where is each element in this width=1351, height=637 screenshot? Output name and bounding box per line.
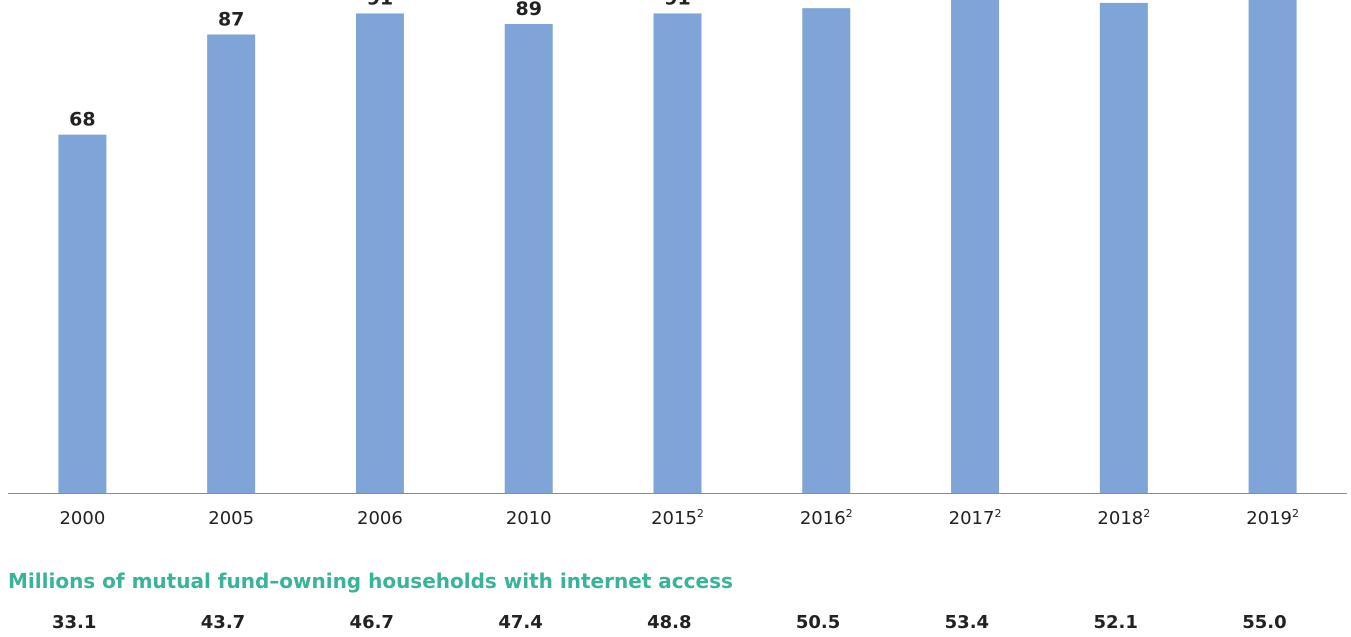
households-section-title: Millions of mutual fund–owning household… <box>8 569 733 593</box>
x-tick-label: 20162 <box>800 507 853 529</box>
footnote-marker: 2 <box>846 507 853 520</box>
bar-value-label: 68 <box>69 109 95 131</box>
x-tick-label: 2010 <box>506 508 552 529</box>
households-value: 55.0 <box>1242 612 1287 633</box>
households-value: 53.4 <box>944 612 990 633</box>
footnote-marker: 2 <box>697 507 704 520</box>
bar-2015 <box>653 13 702 494</box>
households-value: 50.5 <box>795 612 841 633</box>
footnote-marker: 2 <box>1143 507 1150 520</box>
x-tick-label: 20172 <box>949 507 1002 529</box>
households-values-row: 33.1 43.7 46.7 47.4 48.8 50.5 53.4 52.1 55.0 <box>0 612 1351 636</box>
x-tick-labels-group: 2000 2005 2006 2010 20152 20162 20172 20182 2019… <box>59 507 1299 529</box>
bar-value-label: 89 <box>515 0 541 20</box>
x-tick-label: 2005 <box>208 508 254 529</box>
bar-value-label: 87 <box>218 9 244 31</box>
x-tick-label: 20182 <box>1097 507 1150 529</box>
households-value: 43.7 <box>200 612 246 633</box>
bar-value-label: 91 <box>367 0 393 9</box>
x-tick-label: 20152 <box>651 507 704 529</box>
bars-group <box>58 0 1297 494</box>
x-tick-label: 2000 <box>59 508 105 529</box>
bar-2010 <box>504 23 553 493</box>
x-tick-label: 2006 <box>357 508 403 529</box>
bar-2017 <box>951 0 1000 493</box>
households-value: 52.1 <box>1093 612 1138 633</box>
footnote-marker: 2 <box>1292 507 1299 520</box>
households-value: 48.8 <box>647 612 692 633</box>
bar-value-label: 92 <box>813 0 839 4</box>
bar-2006 <box>355 13 404 494</box>
bar-chart: 688791899192959394 200020052006201020152… <box>8 0 1347 529</box>
bar-2005 <box>207 34 256 493</box>
bar-2019 <box>1248 0 1297 494</box>
footnote-marker: 2 <box>994 507 1001 520</box>
bar-labels-group: 688791899192959394 <box>69 0 839 131</box>
households-value: 46.7 <box>349 612 394 633</box>
households-value: 33.1 <box>52 612 97 633</box>
bar-2000 <box>58 134 107 493</box>
bar-2016 <box>802 8 851 493</box>
households-value: 47.4 <box>498 612 543 633</box>
bar-value-label: 91 <box>664 0 690 9</box>
bar-2018 <box>1099 2 1148 493</box>
x-tick-label: 20192 <box>1246 507 1299 529</box>
